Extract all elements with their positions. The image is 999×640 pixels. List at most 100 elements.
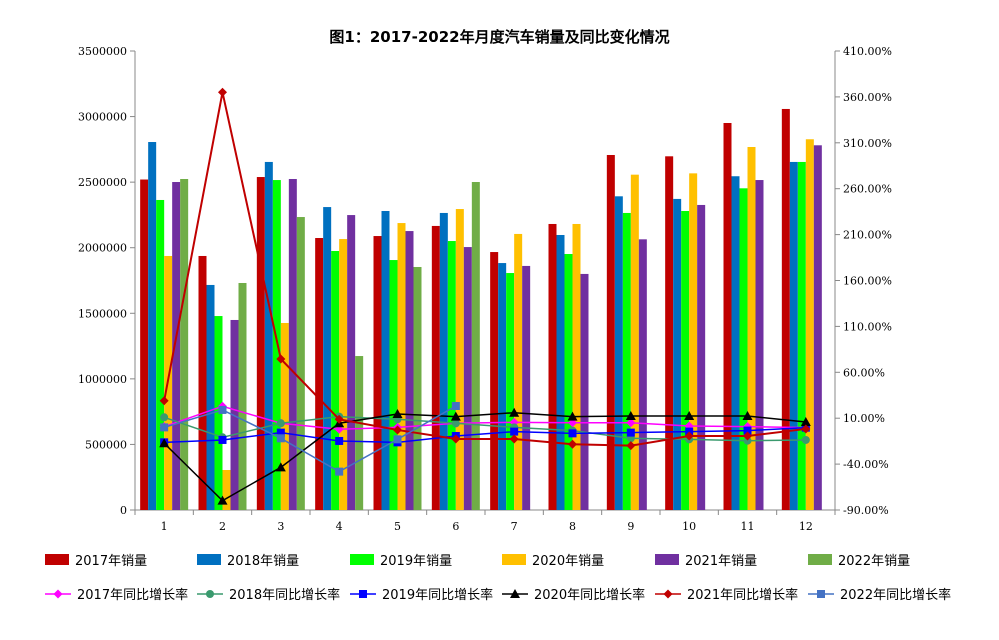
point-2021年同比增长率 [334, 414, 344, 424]
bar-2019年销量 [622, 212, 631, 510]
bar-2018年销量 [498, 263, 507, 510]
x-tick-label: 4 [336, 520, 343, 533]
bar-2020年销量 [630, 174, 639, 510]
legend-label: 2017年销量 [75, 554, 147, 569]
x-tick-label: 9 [627, 520, 634, 533]
right-tick-label: 410.00% [843, 45, 892, 58]
x-tick-label: 7 [511, 520, 518, 533]
bar-2017年销量 [198, 255, 207, 510]
point-2022年同比增长率 [160, 423, 169, 432]
point-2020年同比增长率 [742, 410, 753, 420]
bar-2018年销量 [323, 207, 332, 510]
left-tick-label: 0 [120, 504, 127, 517]
point-2019年同比增长率 [626, 428, 635, 437]
point-2020年同比增长率 [800, 416, 811, 426]
point-2022年同比增长率 [276, 434, 285, 443]
bar-2021年销量 [288, 178, 297, 510]
legend-marker [663, 589, 673, 599]
bar-2017年销量 [781, 108, 790, 510]
point-2019年同比增长率 [276, 428, 285, 437]
point-2022年同比增长率 [393, 435, 402, 444]
x-tick-label: 6 [452, 520, 459, 533]
bar-2017年销量 [548, 223, 557, 511]
point-2021年同比增长率 [159, 396, 169, 406]
x-tick-label: 3 [277, 520, 284, 533]
point-2021年同比增长率 [684, 431, 694, 441]
legend-label: 2019年同比增长率 [382, 587, 493, 603]
point-2020年同比增长率 [509, 407, 520, 417]
bar-2019年销量 [389, 260, 398, 510]
bar-2017年销量 [373, 236, 382, 510]
point-2021年同比增长率 [276, 354, 286, 364]
bar-2019年销量 [681, 210, 690, 510]
point-2020年同比增长率 [567, 411, 578, 421]
legend-marker [817, 590, 825, 598]
bar-2019年销量 [447, 241, 456, 510]
left-tick-label: 1000000 [78, 373, 127, 386]
legend-marker [359, 590, 367, 598]
left-tick-label: 2500000 [78, 176, 127, 189]
point-2018年同比增长率 [743, 436, 752, 445]
left-tick-label: 3000000 [78, 111, 127, 124]
line-2021年同比增长率 [163, 92, 806, 447]
point-2022年同比增长率 [218, 405, 227, 414]
legend-marker [510, 589, 520, 598]
point-2017年同比增长率 [626, 418, 636, 428]
legend-swatch [655, 554, 679, 565]
bar-2020年销量 [222, 470, 231, 510]
bar-2017年销量 [490, 252, 499, 511]
point-2018年同比增长率 [451, 419, 460, 428]
point-2019年同比增长率 [510, 427, 519, 436]
point-2018年同比增长率 [276, 419, 285, 428]
right-tick-label: 160.00% [843, 275, 892, 288]
bar-2019年销量 [739, 188, 748, 510]
bar-2020年销量 [397, 223, 406, 510]
bar-2017年销量 [606, 154, 615, 511]
left-tick-label: 500000 [85, 438, 127, 451]
point-2021年同比增长率 [509, 434, 519, 444]
legend-label: 2022年销量 [838, 554, 910, 569]
bar-2018年销量 [789, 161, 798, 511]
point-2021年同比增长率 [568, 439, 577, 449]
legend-label: 2019年销量 [380, 554, 452, 569]
bar-2018年销量 [556, 234, 565, 511]
line-2017年同比增长率 [163, 405, 806, 430]
bar-2020年销量 [572, 223, 581, 511]
point-2019年同比增长率 [743, 426, 752, 435]
bar-2019年销量 [156, 199, 165, 511]
point-2020年同比增长率 [684, 410, 695, 420]
point-2018年同比增长率 [801, 435, 810, 444]
bar-2022年销量 [180, 178, 189, 510]
bar-2017年销量 [315, 238, 324, 511]
line-2022年同比增长率 [163, 405, 457, 473]
point-2020年同比增长率 [275, 462, 286, 472]
bar-2018年销量 [206, 284, 215, 510]
bar-2017年销量 [256, 177, 265, 510]
point-2021年同比增长率 [626, 441, 636, 451]
point-2021年同比增长率 [451, 434, 461, 444]
bar-2018年销量 [381, 210, 390, 510]
legend-swatch [350, 554, 374, 565]
bar-2021年销量 [580, 273, 589, 510]
bar-2022年销量 [238, 282, 247, 510]
bar-2020年销量 [689, 173, 698, 510]
legend-marker [206, 590, 214, 598]
left-tick-label: 3500000 [78, 45, 127, 58]
right-tick-label: 260.00% [843, 183, 892, 196]
bar-2017年销量 [665, 156, 674, 510]
bar-2021年销量 [522, 265, 531, 510]
chart-title: 图1：2017-2022年月度汽车销量及同比变化情况 [329, 28, 670, 46]
bar-2020年销量 [339, 239, 348, 511]
right-tick-label: -90.00% [843, 504, 889, 517]
legend-swatch [197, 554, 221, 565]
bar-2021年销量 [813, 145, 822, 510]
point-2020年同比增长率 [217, 495, 228, 505]
x-tick-label: 1 [161, 520, 168, 533]
x-tick-label: 12 [799, 520, 813, 533]
bar-2019年销量 [797, 161, 806, 511]
line-2020年同比增长率 [163, 411, 806, 502]
bar-2020年销量 [280, 322, 289, 510]
bar-2018年销量 [148, 142, 157, 511]
point-2020年同比增长率 [392, 408, 403, 418]
